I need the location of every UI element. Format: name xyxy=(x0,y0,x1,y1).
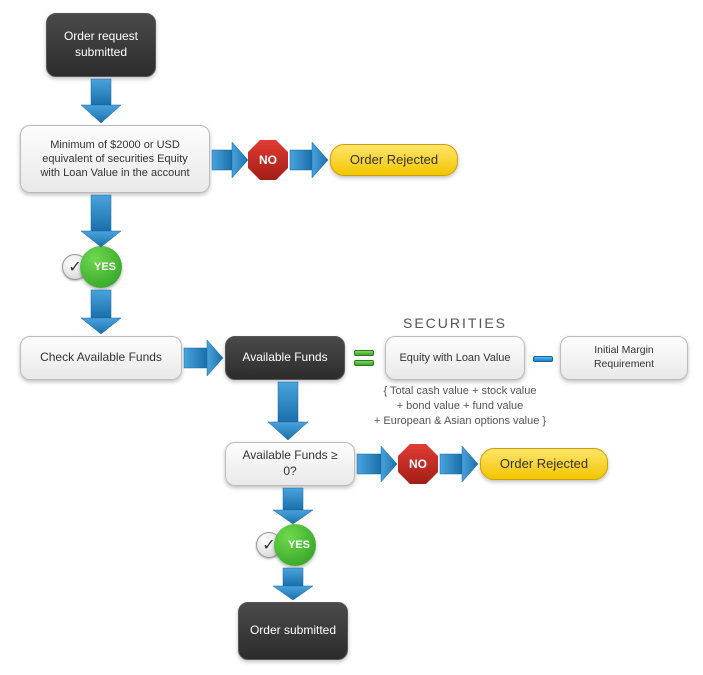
imr-label: Initial Margin Requirement xyxy=(571,344,677,371)
no-label-1: NO xyxy=(259,153,277,167)
available-funds-node: Available Funds xyxy=(225,336,345,380)
start-label: Order request submitted xyxy=(57,29,145,60)
rejected-label-1: Order Rejected xyxy=(350,152,438,169)
arrow-min-no xyxy=(212,142,248,178)
elv-node: Equity with Loan Value xyxy=(385,336,525,380)
yes-label-2: YES xyxy=(288,539,310,551)
check-funds-node: Check Available Funds xyxy=(20,336,182,380)
check-funds-label: Check Available Funds xyxy=(40,350,162,366)
arrow-min-yes xyxy=(81,195,121,247)
arrow-no2-rej2 xyxy=(440,446,478,482)
arrow-q-no2 xyxy=(357,446,397,482)
no-badge-1: NO xyxy=(248,140,288,180)
yes-label-1: YES xyxy=(94,261,116,273)
arrow-avail-q xyxy=(268,382,308,440)
start-node: Order request submitted xyxy=(46,13,156,77)
minus-icon xyxy=(533,356,553,362)
elv-label: Equity with Loan Value xyxy=(399,351,510,365)
funds-question-node: Available Funds ≥ 0? xyxy=(225,442,355,486)
securities-note: { Total cash value + stock value + bond … xyxy=(345,384,575,429)
arrow-q-yes2 xyxy=(273,488,313,524)
rejected-label-2: Order Rejected xyxy=(500,456,588,473)
arrow-yes-check xyxy=(81,290,121,334)
rejected-node-1: Order Rejected xyxy=(330,144,458,176)
min-check-label: Minimum of $2000 or USD equivalent of se… xyxy=(31,138,199,181)
no-badge-2: NO xyxy=(398,444,438,484)
imr-node: Initial Margin Requirement xyxy=(560,336,688,380)
securities-header: SECURITIES xyxy=(403,315,507,331)
min-check-node: Minimum of $2000 or USD equivalent of se… xyxy=(20,125,210,193)
equals-icon xyxy=(354,350,374,366)
yes-badge-1: YES xyxy=(80,246,122,288)
arrow-yes2-sub xyxy=(273,568,313,600)
arrow-start-min xyxy=(81,79,121,123)
available-funds-label: Available Funds xyxy=(242,350,327,366)
submitted-node: Order submitted xyxy=(238,602,348,660)
funds-question-label: Available Funds ≥ 0? xyxy=(236,448,344,479)
rejected-node-2: Order Rejected xyxy=(480,448,608,480)
arrow-check-avail xyxy=(184,340,223,376)
yes-badge-2: YES xyxy=(274,524,316,566)
arrow-no-rej1 xyxy=(290,142,328,178)
submitted-label: Order submitted xyxy=(250,623,336,639)
no-label-2: NO xyxy=(409,457,427,471)
